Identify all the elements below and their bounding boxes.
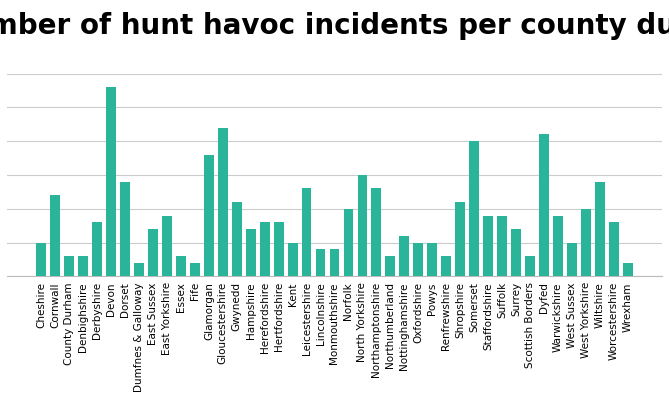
Bar (302, 189, 312, 277)
Bar (148, 230, 158, 277)
Bar (330, 250, 339, 277)
Bar (427, 243, 437, 277)
Bar (609, 223, 619, 277)
Bar (92, 223, 102, 277)
Bar (539, 135, 549, 277)
Bar (623, 263, 632, 277)
Bar (134, 263, 144, 277)
Text: Number of hunt havoc incidents per county during Relevant Po: Number of hunt havoc incidents per count… (0, 12, 669, 40)
Bar (511, 230, 521, 277)
Bar (413, 243, 423, 277)
Bar (162, 216, 172, 277)
Bar (176, 256, 186, 277)
Bar (442, 256, 451, 277)
Bar (106, 88, 116, 277)
Bar (553, 216, 563, 277)
Bar (399, 236, 409, 277)
Bar (37, 243, 46, 277)
Bar (274, 223, 284, 277)
Bar (64, 256, 74, 277)
Bar (469, 142, 479, 277)
Bar (344, 209, 353, 277)
Bar (455, 202, 465, 277)
Bar (316, 250, 325, 277)
Bar (246, 230, 256, 277)
Bar (218, 128, 227, 277)
Bar (371, 189, 381, 277)
Bar (190, 263, 200, 277)
Bar (78, 256, 88, 277)
Bar (232, 202, 242, 277)
Bar (525, 256, 535, 277)
Bar (483, 216, 493, 277)
Bar (385, 256, 395, 277)
Bar (357, 176, 367, 277)
Bar (595, 182, 605, 277)
Bar (288, 243, 298, 277)
Bar (497, 216, 507, 277)
Bar (204, 155, 214, 277)
Bar (581, 209, 591, 277)
Bar (120, 182, 130, 277)
Bar (567, 243, 577, 277)
Bar (260, 223, 270, 277)
Bar (50, 196, 60, 277)
